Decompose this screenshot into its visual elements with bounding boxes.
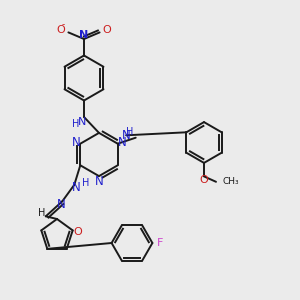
Text: O: O (74, 227, 82, 237)
Text: N: N (122, 129, 130, 142)
Text: F: F (157, 238, 163, 248)
Text: H: H (72, 119, 79, 129)
Text: H: H (82, 178, 89, 188)
Text: CH₃: CH₃ (223, 177, 239, 186)
Text: N: N (72, 181, 81, 194)
Text: N: N (72, 136, 80, 149)
Text: O: O (103, 25, 112, 35)
Text: H: H (38, 208, 45, 218)
Text: -: - (61, 20, 64, 29)
Text: O: O (200, 175, 208, 185)
Text: H: H (126, 127, 134, 137)
Text: N: N (80, 30, 88, 40)
Text: O: O (56, 25, 65, 35)
Text: N: N (94, 175, 103, 188)
Text: N: N (118, 136, 126, 149)
Text: N: N (78, 117, 86, 128)
Text: N: N (57, 198, 65, 211)
